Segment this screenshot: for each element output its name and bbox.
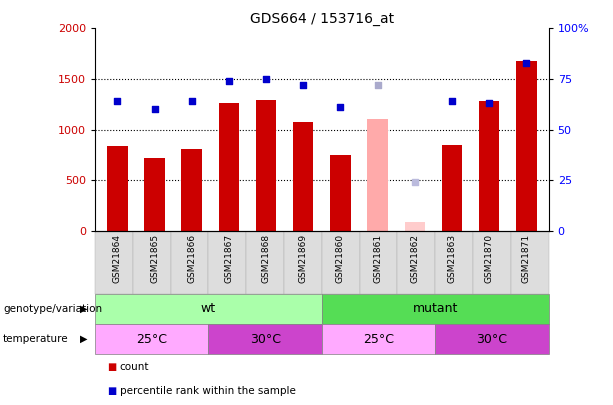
Text: temperature: temperature [3,334,69,344]
Point [261,76,271,82]
Bar [516,61,536,231]
Bar [405,222,425,231]
Point [335,104,345,111]
Point [187,98,197,104]
Point [484,100,494,107]
Text: mutant: mutant [413,302,458,315]
Text: ■: ■ [107,386,116,396]
Text: 25°C: 25°C [136,333,167,346]
Point [522,60,531,66]
Text: 25°C: 25°C [363,333,394,346]
Point [410,179,420,185]
Text: 30°C: 30°C [476,333,508,346]
Bar [107,146,128,231]
Bar [330,156,351,231]
Bar [293,122,313,231]
Bar [442,145,462,231]
Point [447,98,457,104]
Bar [144,158,165,231]
Title: GDS664 / 153716_at: GDS664 / 153716_at [249,12,394,26]
Text: ■: ■ [107,362,116,373]
Bar [219,103,239,231]
Bar [181,149,202,231]
Point [150,106,159,113]
Point [373,82,383,88]
Text: ▶: ▶ [80,304,87,314]
Bar [256,100,276,231]
Text: ▶: ▶ [80,334,87,344]
Text: wt: wt [201,302,216,315]
Text: genotype/variation: genotype/variation [3,304,102,314]
Bar [367,119,388,231]
Point [224,78,234,84]
Point [112,98,122,104]
Point [299,82,308,88]
Text: 30°C: 30°C [249,333,281,346]
Text: percentile rank within the sample: percentile rank within the sample [120,386,295,396]
Bar [479,101,500,231]
Text: count: count [120,362,149,373]
